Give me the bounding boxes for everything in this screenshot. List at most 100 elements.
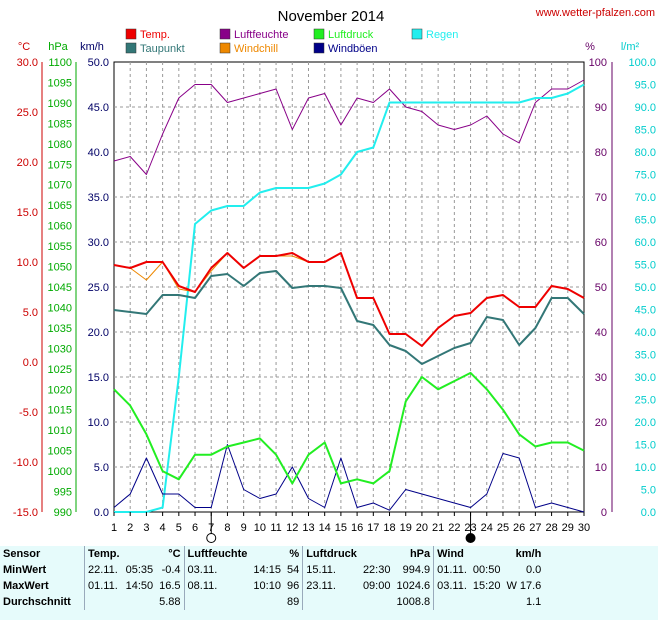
legend-label: Luftfeuchte [234, 29, 288, 41]
stats-panel: Sensor Temp. °C Luftfeuchte % Luftdruck … [0, 546, 658, 620]
x-tick-label: 17 [367, 522, 379, 534]
stats-row-label: MaxWert [3, 580, 49, 592]
stats-cell: 994.9 [402, 564, 431, 576]
axis-tick-label: 15.0 [635, 440, 656, 452]
axis-tick-label: 25.0 [88, 282, 109, 294]
stats-cell: 16.5 [159, 580, 181, 592]
x-tick-label: 11 [270, 522, 281, 534]
axis-tick-label: 1060 [48, 221, 72, 233]
stats-row-label: Durchschnitt [3, 596, 71, 608]
axis-tick-label: 1040 [48, 302, 72, 314]
series-line-taupunkt [113, 270, 585, 365]
stats-cell: 23.11. [302, 578, 360, 594]
x-tick-label: 13 [302, 522, 314, 534]
stats-row-label: MinWert [3, 564, 47, 576]
x-tick-label: 5 [176, 522, 182, 534]
site-link[interactable]: www.wetter-pfalzen.com [535, 7, 655, 19]
axis-tick-label: 10.0 [88, 417, 109, 429]
axis-tick-label: 30.0 [17, 57, 38, 69]
axis-unit-label: km/h [80, 41, 104, 53]
axis-tick-label: 5.0 [94, 462, 109, 474]
axis-tick-label: 20.0 [17, 157, 38, 169]
stats-cell: 03.11. [433, 578, 470, 594]
stats-header-temp-unit: °C [168, 548, 181, 560]
series-line-windben [113, 444, 585, 513]
axis-tick-label: -10.0 [13, 457, 38, 469]
stats-cell [123, 594, 157, 610]
axes: °C -15.0 -10.0 -5.0 0.0 5.0 10.0 15.0 20.0 25.0 30… [13, 41, 656, 519]
axis-tick-label: 25.0 [635, 395, 656, 407]
axis-tick-label: 0.0 [641, 507, 656, 519]
axis-tick-label: 15.0 [17, 207, 38, 219]
axis-tick-label: 75.0 [635, 170, 656, 182]
axis-tick-label: 15.0 [88, 372, 109, 384]
axis-tick-label: 70.0 [635, 192, 656, 204]
axis-tick-label: 100 [589, 57, 607, 69]
stats-cell: 03.11. [183, 562, 251, 578]
stats-cell: 0.0 [526, 564, 542, 576]
stats-header-hum: Luftfeuchte [183, 546, 251, 562]
x-tick-label: 2 [127, 522, 133, 534]
axis-unit-label: hPa [48, 41, 68, 53]
stats-cell: 01.11. [433, 562, 470, 578]
axis-tick-label: 990 [54, 507, 72, 519]
legend: Temp. Luftfeuchte Luftdruck Regen Taupunkt Wi… [125, 28, 458, 55]
stats-cell: 5.88 [159, 596, 181, 608]
legend-label: Taupunkt [140, 43, 185, 55]
axis-tick-label: 1100 [48, 57, 72, 69]
axis-tick-label: 1045 [48, 282, 72, 294]
axis-tick-label: 50 [595, 282, 607, 294]
stats-header-press: Luftdruck [302, 546, 360, 562]
axis-tick-label: 10.0 [17, 257, 38, 269]
axis-tick-label: 10.0 [635, 462, 656, 474]
axis-tick-label: 1095 [48, 77, 72, 89]
x-tick-label: 6 [192, 522, 198, 534]
axis-tick-label: 20.0 [635, 417, 656, 429]
axis-tick-label: 30 [595, 372, 607, 384]
stats-cell: 1008.8 [396, 596, 431, 608]
axis-tick-label: 45.0 [635, 305, 656, 317]
axis-tick-label: 30.0 [88, 237, 109, 249]
axis-tick-label: 30.0 [635, 372, 656, 384]
axis-tick-label: 1025 [48, 364, 72, 376]
legend-swatch [219, 42, 231, 54]
axis-tick-label: 1015 [48, 405, 72, 417]
x-tick-label: 3 [143, 522, 149, 534]
x-tick-label: 9 [241, 522, 247, 534]
stats-cell [302, 594, 360, 610]
legend-label: Regen [426, 29, 458, 41]
stats-header-sensor: Sensor [3, 548, 41, 560]
stats-cell [470, 594, 504, 610]
x-tick-label: 15 [335, 522, 347, 534]
series-line-regen [114, 83, 585, 513]
axis-tick-label: 1085 [48, 118, 72, 130]
x-tick-label: 26 [513, 522, 525, 534]
legend-label: Luftdruck [328, 29, 374, 41]
x-tick-label: 10 [254, 522, 266, 534]
axis-tick-label: 90.0 [635, 102, 656, 114]
x-tick-label: 20 [416, 522, 428, 534]
axis-tick-label: 1055 [48, 241, 72, 253]
legend-swatch [125, 28, 137, 40]
axis-tick-label: 1000 [48, 466, 72, 478]
axis-tick-label: 5.0 [23, 307, 38, 319]
stats-table: Sensor Temp. °C Luftfeuchte % Luftdruck … [0, 546, 545, 610]
stats-cell: 05:35 [125, 564, 154, 576]
axis-tick-label: 1050 [48, 262, 72, 274]
x-tick-label: 18 [383, 522, 395, 534]
axis-tick-label: 0.0 [23, 357, 38, 369]
x-tick-label: 8 [224, 522, 230, 534]
legend-label: Windchill [234, 43, 278, 55]
stats-row-min: MinWert 22.11. 05:35 -0.4 03.11. 14:15 5… [0, 562, 544, 578]
axis-tick-label: 5.0 [641, 485, 656, 497]
axis-tick-label: 10 [595, 462, 607, 474]
stats-cell: 10:10 [253, 580, 281, 592]
axis-tick-label: 40 [595, 327, 607, 339]
stats-cell [433, 594, 470, 610]
axis-tick-label: 45.0 [88, 102, 109, 114]
axis-tick-label: 20 [595, 417, 607, 429]
axis-tick-label: 100.0 [628, 57, 656, 69]
legend-swatch [313, 42, 325, 54]
axis-tick-label: 25.0 [17, 107, 38, 119]
axis-tick-label: 40.0 [635, 327, 656, 339]
